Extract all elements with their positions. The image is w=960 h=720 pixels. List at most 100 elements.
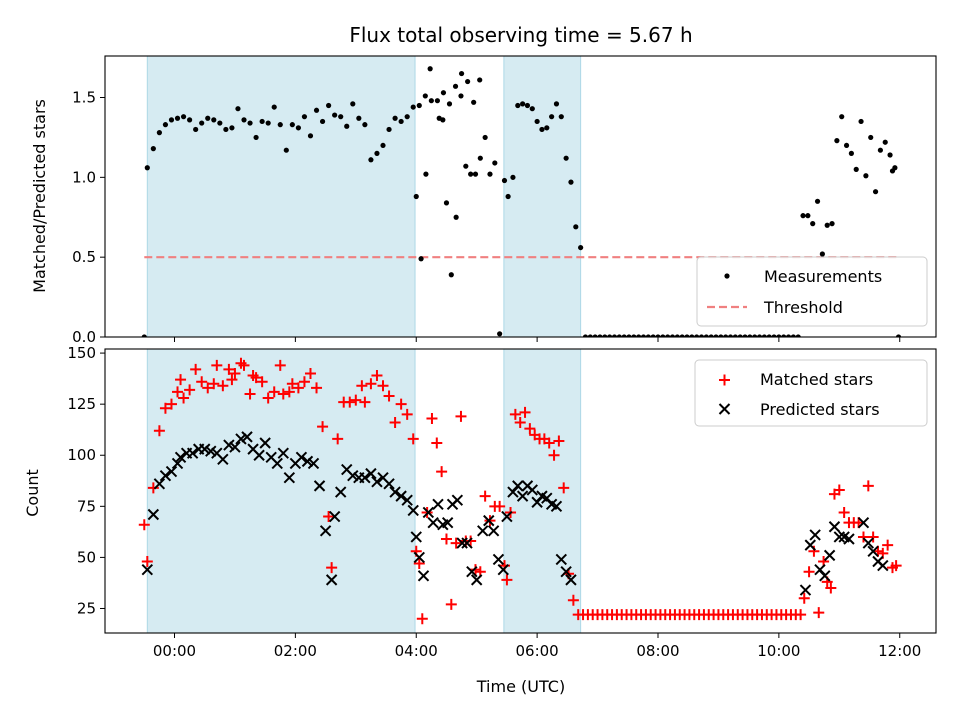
legend-label-predicted: Predicted stars: [760, 400, 880, 419]
measurement-point: [187, 117, 193, 123]
measurement-point: [597, 334, 603, 337]
measurement-point: [578, 244, 584, 251]
predicted-star-point: [395, 490, 407, 502]
matched-star-point: [395, 398, 407, 410]
measurement-point: [737, 334, 743, 337]
measurement-point: [834, 138, 840, 144]
measurement-point: [766, 334, 772, 337]
matched-star-point: [268, 386, 280, 398]
measurement-point: [727, 334, 734, 337]
measurement-point: [463, 163, 469, 169]
measurement-point: [645, 334, 651, 337]
measurement-point: [253, 134, 259, 141]
matched-star-point: [359, 396, 371, 408]
matched-star-point: [469, 564, 481, 576]
matched-star-point: [795, 609, 807, 621]
predicted-star-point: [383, 478, 395, 490]
measurement-point: [573, 224, 579, 230]
matched-star-point: [165, 398, 177, 410]
measurement-point: [277, 122, 283, 128]
measurement-point: [689, 334, 695, 337]
predicted-star-point: [147, 508, 160, 521]
bottom-y-tick-label: 100: [67, 446, 96, 464]
measurement-point: [497, 331, 503, 337]
legend-label-measurements: Measurements: [764, 267, 882, 286]
predicted-star-point: [186, 447, 199, 459]
matched-star-point: [226, 374, 238, 386]
predicted-star-point: [501, 510, 513, 523]
matched-star-point: [326, 562, 338, 574]
matched-star-point: [803, 566, 815, 578]
predicted-star-point: [867, 545, 879, 557]
matched-star-point: [175, 374, 187, 386]
predicted-star-point: [516, 490, 529, 502]
measurement-point: [283, 147, 289, 153]
predicted-star-point: [477, 525, 489, 537]
predicted-star-point: [307, 457, 320, 470]
measurement-point: [448, 272, 454, 278]
measurement-point: [326, 102, 332, 109]
measurement-point: [319, 118, 326, 125]
measurement-point: [229, 125, 235, 131]
matched-star-point: [323, 511, 335, 523]
top-shaded-interval: [503, 55, 582, 338]
measurement-point: [534, 118, 540, 125]
matched-star-point: [283, 386, 295, 398]
predicted-star-point: [819, 570, 831, 582]
measurement-point: [350, 101, 356, 107]
measurement-point: [694, 334, 700, 337]
measurement-point: [392, 115, 398, 121]
measurement-point: [465, 78, 471, 85]
matched-star-point: [389, 417, 401, 429]
measurement-point: [810, 221, 816, 227]
predicted-star-point: [159, 469, 172, 482]
measurement-point: [785, 334, 792, 337]
predicted-star-point: [555, 553, 568, 566]
measurement-point: [416, 102, 422, 109]
measurement-point: [568, 179, 574, 185]
predicted-star-point: [199, 443, 211, 455]
measurement-point: [301, 114, 308, 120]
measurement-point: [669, 334, 676, 337]
bottom-x-tick-label: 10:00: [757, 642, 800, 660]
measurement-point: [205, 115, 211, 121]
matched-star-point: [262, 392, 274, 404]
predicted-star-point: [359, 472, 371, 484]
predicted-star-point: [441, 516, 454, 529]
matched-star-point: [277, 388, 289, 400]
matched-star-point: [365, 378, 377, 390]
measurement-point: [492, 160, 498, 166]
matched-star-point: [553, 435, 565, 447]
predicted-star-point: [413, 551, 425, 564]
matched-star-point: [825, 582, 837, 594]
measurement-point: [708, 334, 714, 337]
predicted-star-point: [857, 516, 870, 529]
predicted-star-point: [223, 439, 235, 451]
measurement-point: [544, 125, 550, 131]
matched-star-point: [558, 482, 570, 494]
measurement-point: [621, 334, 627, 337]
measurement-point: [410, 104, 416, 110]
matched-star-point: [401, 408, 413, 420]
measurement-point: [295, 125, 301, 131]
predicted-star-point: [271, 457, 283, 470]
legend-top-frame: [696, 256, 928, 327]
measurement-point: [868, 134, 874, 141]
measurement-point: [732, 334, 738, 337]
measurement-point: [650, 334, 656, 337]
top-markers: [141, 66, 902, 337]
measurement-point: [313, 107, 320, 113]
measurement-point: [723, 334, 729, 337]
legend-marker-matched: [719, 374, 730, 386]
predicted-star-point: [295, 451, 308, 463]
x-axis-label: Time (UTC): [476, 677, 565, 696]
measurement-point: [674, 334, 680, 337]
measurement-point: [698, 334, 705, 337]
matched-star-point: [256, 376, 268, 388]
measurement-point: [892, 165, 898, 171]
predicted-star-point: [512, 480, 524, 492]
measurement-point: [679, 334, 685, 337]
matched-star-point: [377, 380, 389, 392]
matched-star-point: [244, 388, 256, 400]
predicted-star-point: [427, 516, 439, 529]
